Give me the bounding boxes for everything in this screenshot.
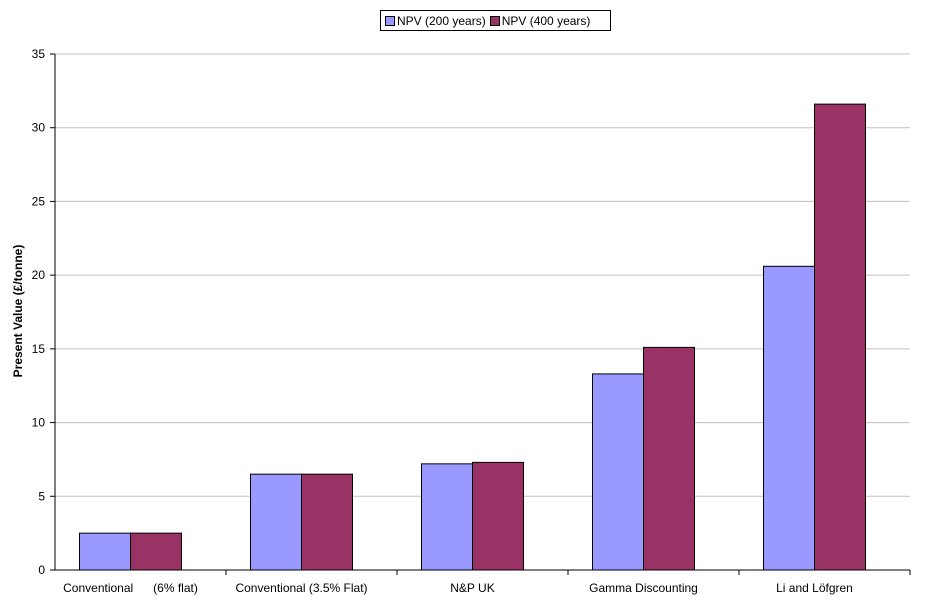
legend: NPV (200 years) NPV (400 years) — [380, 10, 611, 31]
bar-1-0 — [250, 473, 302, 571]
legend-item-400: NPV (400 years) — [489, 13, 591, 28]
bar-3-1 — [643, 346, 695, 571]
bar-1-1 — [301, 473, 353, 571]
x-tick-label-3: Gamma Discounting — [589, 581, 698, 595]
y-tick-label-30: 30 — [32, 121, 46, 135]
x-tick-label-1: Conventional (3.5% Flat) — [235, 581, 367, 595]
y-tick-label-25: 25 — [32, 194, 46, 208]
bar-2-1 — [472, 461, 524, 571]
legend-label-400: NPV (400 years) — [501, 13, 591, 28]
bar-0-1 — [130, 532, 182, 571]
bar-2-0 — [421, 463, 473, 571]
y-tick-label-5: 5 — [38, 489, 45, 503]
y-tick-label-10: 10 — [32, 416, 46, 430]
bar-4-1 — [814, 103, 866, 571]
y-tick-label-35: 35 — [32, 47, 46, 61]
x-tick-label-2: N&P UK — [450, 581, 494, 595]
bar-4-0 — [763, 265, 815, 571]
y-tick-label-20: 20 — [32, 268, 46, 282]
legend-swatch-200 — [385, 15, 395, 26]
y-tick-label-0: 0 — [38, 563, 45, 577]
x-tick-label-0: Conventional (6% flat) — [63, 581, 198, 595]
legend-swatch-400 — [489, 15, 500, 26]
y-tick-label-15: 15 — [32, 342, 46, 356]
x-tick-label-4: Li and Löfgren — [776, 581, 853, 595]
legend-item-200: NPV (200 years) — [385, 14, 486, 28]
bar-3-0 — [592, 373, 644, 571]
legend-label-200: NPV (200 years) — [397, 13, 486, 28]
bar-0-0 — [79, 532, 131, 571]
